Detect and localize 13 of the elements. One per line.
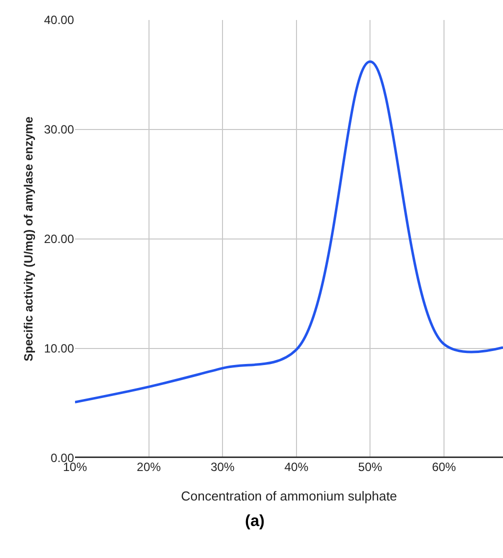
x-axis-title: Concentration of ammonium sulphate — [180, 488, 398, 504]
y-tick-label: 10.00 — [44, 342, 74, 356]
y-axis-title: Specific activity (U/mg) of amylase enzyme — [21, 116, 36, 362]
y-tick-label: 30.00 — [44, 122, 74, 137]
text: (a) — [245, 513, 265, 530]
x-tick-label: 50% — [358, 460, 382, 474]
y-tick-label: 40.00 — [44, 13, 74, 28]
x-tick-label: 60% — [432, 460, 456, 474]
x-tick-label: 30% — [210, 460, 235, 474]
x-tick-label: 40% — [284, 460, 309, 474]
x-tick-label: 20% — [136, 460, 162, 474]
y-tick-label: 20.00 — [44, 232, 74, 246]
line-series — [75, 60, 503, 404]
